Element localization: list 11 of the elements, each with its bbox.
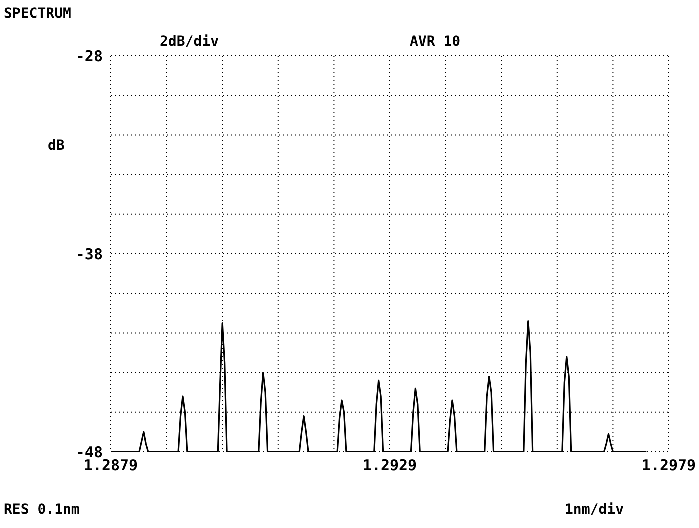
x-tick-label: 1.2929 — [362, 456, 418, 475]
x-tick-label: 1.2879 — [84, 456, 138, 475]
text: AVR 10 — [410, 34, 461, 50]
y-tick-label: -28 — [76, 47, 103, 66]
text: 2dB/div — [160, 34, 220, 50]
text: RES 0.1nm — [4, 502, 80, 518]
y-tick-label: -38 — [76, 245, 103, 264]
text: 1nm/div — [565, 502, 624, 518]
chart-title: SPECTRUM — [4, 6, 72, 22]
x-tick-label: 1.2979 — [642, 456, 696, 475]
y-axis-title: dB — [48, 138, 65, 154]
